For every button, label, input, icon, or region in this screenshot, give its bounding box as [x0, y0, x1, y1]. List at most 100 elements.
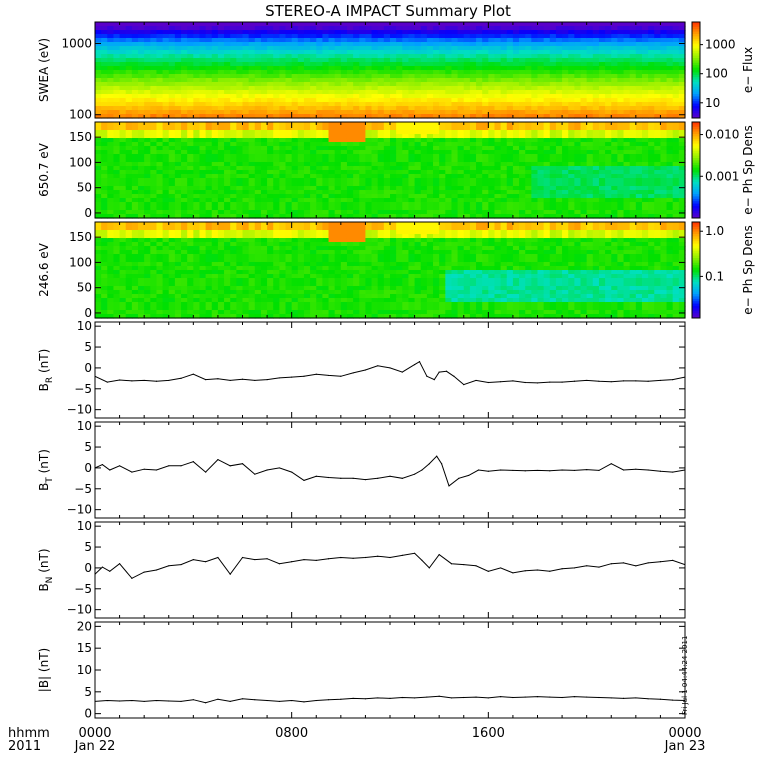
swea-cell [359, 50, 367, 55]
pad650-cell [488, 190, 496, 195]
swea-cell [187, 42, 194, 47]
swea-cell [113, 78, 121, 83]
pad650-cell [635, 166, 643, 171]
pad650-cell [217, 162, 225, 167]
pad650-cell [236, 178, 244, 183]
pad650-cell [476, 134, 483, 139]
swea-cell [445, 42, 453, 47]
pad650-cell [641, 150, 649, 155]
pad650-cell [451, 170, 459, 175]
pad650-cell [205, 134, 213, 139]
swea-cell [605, 98, 612, 103]
pad650-cell [568, 134, 575, 139]
swea-cell [365, 74, 373, 79]
swea-cell [463, 82, 471, 87]
swea-cell [242, 42, 250, 47]
pad650-cell [211, 130, 219, 135]
swea-cell [174, 66, 182, 71]
swea-cell [267, 30, 274, 35]
pad650-cell [562, 206, 569, 211]
pad246-cell [144, 254, 151, 259]
pad650-cell [199, 150, 207, 155]
pad650-cell [672, 134, 680, 139]
pad650-cell [310, 134, 317, 139]
pad650-cell [666, 194, 674, 199]
pad650-cell [666, 166, 674, 171]
pad650-cell [678, 146, 686, 151]
swea-cell [519, 42, 526, 47]
swea-cell [654, 50, 662, 55]
swea-cell [605, 66, 612, 71]
swea-cell [119, 54, 127, 59]
swea-cell [205, 42, 213, 47]
swea-cell [138, 98, 145, 103]
swea-cell [340, 30, 348, 35]
pad650-cell [260, 182, 268, 187]
pad246-cell [119, 270, 127, 275]
swea-cell [371, 70, 379, 75]
pad246-cell [187, 258, 194, 263]
swea-cell [285, 74, 293, 79]
swea-cell [666, 50, 674, 55]
pad650-cell [328, 198, 336, 203]
swea-cell [340, 90, 348, 95]
pad246-cell [162, 306, 170, 311]
pad246-cell [113, 230, 121, 235]
swea-cell [635, 30, 643, 35]
pad650-cell [310, 198, 317, 203]
pad650-cell [217, 182, 225, 187]
swea-cell [574, 78, 582, 83]
pad650-cell [641, 130, 649, 135]
swea-cell [236, 102, 244, 107]
swea-cell [611, 66, 618, 71]
swea-cell [420, 102, 428, 107]
swea-cell [623, 90, 631, 95]
swea-cell [224, 114, 231, 119]
swea-cell [574, 102, 582, 107]
swea-cell [168, 22, 176, 27]
swea-cell [377, 74, 385, 79]
swea-cell [408, 110, 416, 115]
pad650-cell [635, 142, 643, 147]
swea-cell [420, 70, 428, 75]
swea-cell [291, 26, 299, 31]
pad650-cell [162, 122, 170, 127]
swea-cell [666, 106, 674, 111]
pad650-cell [562, 178, 569, 183]
pad650-cell [322, 194, 330, 199]
swea-cell [672, 106, 680, 111]
swea-cell [322, 82, 330, 87]
swea-cell [506, 46, 514, 51]
swea-cell [506, 54, 514, 59]
pad650-cell [426, 178, 434, 183]
pad246-cell [187, 270, 194, 275]
pad650-cell [131, 170, 139, 175]
pad650-cell [113, 162, 121, 167]
pad650-cell [654, 210, 662, 215]
pad650-cell [494, 138, 502, 143]
swea-cell [211, 102, 219, 107]
swea-cell [598, 66, 606, 71]
pad650-cell [310, 154, 317, 159]
swea-cell [396, 42, 403, 47]
swea-cell [592, 106, 600, 111]
swea-cell [181, 50, 188, 55]
pad650-ytick-label: 150 [69, 130, 92, 144]
swea-cell [138, 106, 145, 111]
pad650-cell [211, 214, 219, 219]
swea-cell [525, 38, 532, 43]
pad650-cell [211, 134, 219, 139]
pad650-cell [531, 194, 539, 199]
pad650-cell [322, 150, 330, 155]
pad650-cell [113, 146, 121, 151]
pad650-cell [439, 214, 446, 219]
swea-cell [660, 110, 668, 115]
pad650-cell [390, 202, 397, 207]
swea-cell [353, 98, 360, 103]
swea-cell [95, 98, 102, 103]
pad650-cell [334, 182, 342, 187]
pad650-cell [402, 182, 410, 187]
swea-cell [131, 94, 139, 99]
pad650-cell [537, 158, 545, 163]
swea-cell [555, 114, 563, 119]
